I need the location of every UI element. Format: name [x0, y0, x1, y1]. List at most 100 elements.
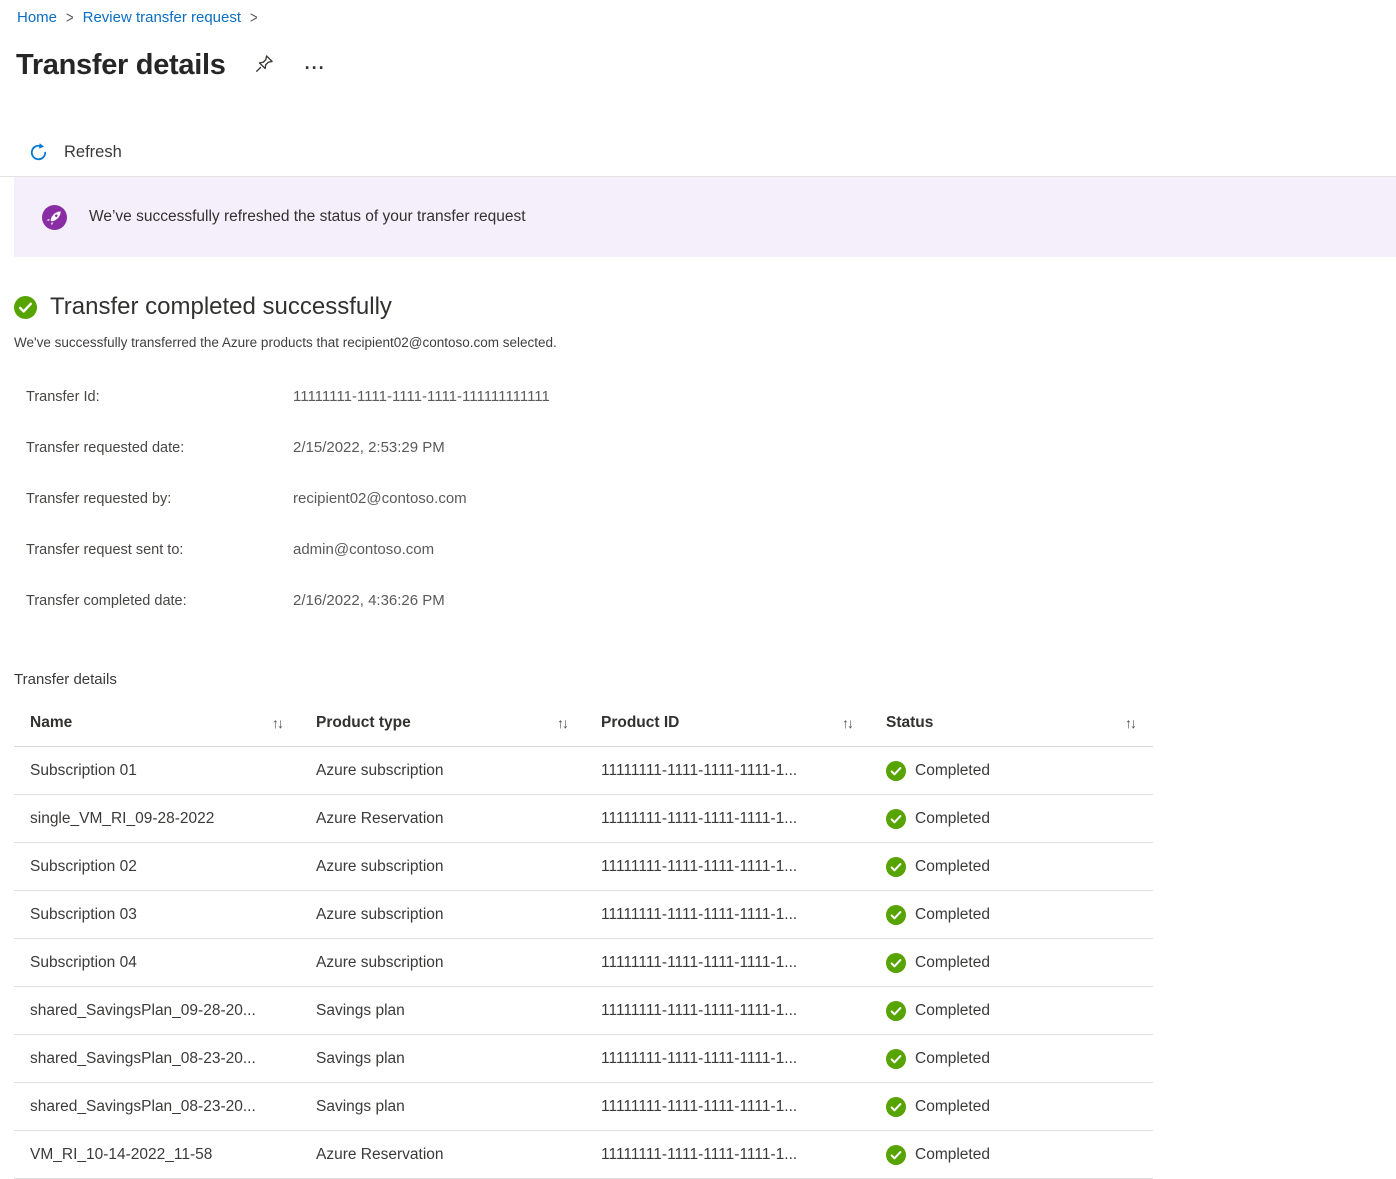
pin-button[interactable]	[252, 51, 277, 79]
cell-product-id: 11111111-1111-1111-1111-1...	[601, 1001, 798, 1019]
pin-icon	[254, 53, 275, 77]
column-label: Product type	[316, 713, 411, 731]
cell-product-id: 11111111-1111-1111-1111-1...	[601, 857, 798, 875]
toolbar-divider	[0, 176, 1396, 177]
status-completed-icon	[886, 904, 906, 925]
cell-status: Completed	[870, 795, 1153, 842]
column-label: Name	[30, 713, 73, 731]
refresh-icon	[28, 142, 49, 163]
notification-banner: We’ve successfully refreshed the status …	[14, 177, 1396, 257]
cell-product-id: 11111111-1111-1111-1111-1...	[601, 809, 798, 827]
status-completed-icon	[886, 808, 906, 829]
cell-name: Subscription 01	[30, 761, 137, 779]
status-title: Transfer completed successfully	[50, 293, 392, 320]
field-value: 2/16/2022, 4:36:26 PM	[293, 592, 445, 609]
cell-product-type: Azure Reservation	[316, 809, 444, 827]
column-header[interactable]: Name ↑↓	[14, 699, 300, 746]
breadcrumb-link[interactable]: Review transfer request	[82, 8, 242, 26]
field-row: Transfer completed date: 2/16/2022, 4:36…	[0, 575, 1396, 626]
column-label: Status	[886, 713, 934, 731]
status-label: Completed	[915, 1145, 990, 1163]
cell-status: Completed	[870, 1035, 1153, 1082]
cell-name: Subscription 02	[30, 857, 137, 875]
status-label: Completed	[915, 857, 990, 875]
cell-status: Completed	[870, 987, 1153, 1034]
field-label: Transfer completed date:	[26, 592, 187, 609]
table-row: Subscription 01 Azure subscription 11111…	[14, 747, 1153, 795]
table-row: shared_SavingsPlan_09-28-20... Savings p…	[14, 987, 1153, 1035]
cell-product-type: Savings plan	[316, 1001, 405, 1019]
status-label: Completed	[915, 1049, 990, 1067]
breadcrumb-link[interactable]: Home	[17, 8, 58, 26]
cell-product-id: 11111111-1111-1111-1111-1...	[601, 1097, 798, 1115]
status-completed-icon	[886, 1144, 906, 1165]
status-completed-icon	[886, 856, 906, 877]
field-value: admin@contoso.com	[293, 541, 435, 558]
cell-status: Completed	[870, 939, 1153, 986]
field-row: Transfer request sent to: admin@contoso.…	[0, 524, 1396, 575]
sort-icon: ↑↓	[557, 714, 569, 731]
cell-name: single_VM_RI_09-28-2022	[30, 809, 215, 827]
status-label: Completed	[915, 905, 990, 923]
more-options-button[interactable]: ···	[303, 55, 328, 78]
cell-status: Completed	[870, 747, 1153, 794]
breadcrumb-chevron-icon: >	[250, 7, 258, 27]
table-row: Subscription 02 Azure subscription 11111…	[14, 843, 1153, 891]
table-row: Subscription 04 Azure subscription 11111…	[14, 939, 1153, 987]
field-value: 2/15/2022, 2:53:29 PM	[293, 439, 445, 456]
status-label: Completed	[915, 1097, 990, 1115]
field-value: recipient02@contoso.com	[293, 490, 467, 507]
breadcrumb: Home > Review transfer request >	[0, 0, 1396, 28]
status-completed-icon	[886, 760, 906, 781]
success-icon	[14, 295, 37, 319]
status-completed-icon	[886, 1048, 906, 1069]
cell-product-id: 11111111-1111-1111-1111-1...	[601, 761, 798, 779]
refresh-label: Refresh	[64, 142, 122, 161]
transfer-fields: Transfer Id: 11111111-1111-1111-1111-111…	[0, 371, 1396, 626]
cell-product-id: 11111111-1111-1111-1111-1...	[601, 905, 798, 923]
status-label: Completed	[915, 1001, 990, 1019]
cell-product-type: Azure Reservation	[316, 1145, 444, 1163]
column-header[interactable]: Product ID ↑↓	[585, 699, 870, 746]
cell-name: shared_SavingsPlan_08-23-20...	[30, 1049, 256, 1067]
cell-name: VM_RI_10-14-2022_11-58	[30, 1145, 213, 1163]
status-label: Completed	[915, 953, 990, 971]
sort-icon: ↑↓	[1125, 714, 1137, 731]
title-row: Transfer details ···	[16, 44, 1396, 86]
column-header[interactable]: Product type ↑↓	[300, 699, 585, 746]
status-label: Completed	[915, 809, 990, 827]
status-completed-icon	[886, 1000, 906, 1021]
cell-product-type: Azure subscription	[316, 905, 444, 923]
breadcrumb-chevron-icon: >	[66, 7, 74, 27]
status-subtext: We've successfully transferred the Azure…	[14, 335, 557, 350]
sort-icon: ↑↓	[842, 714, 854, 731]
cell-status: Completed	[870, 1131, 1153, 1178]
cell-status: Completed	[870, 891, 1153, 938]
column-label: Product ID	[601, 713, 680, 731]
rocket-icon	[42, 204, 67, 230]
cell-product-id: 11111111-1111-1111-1111-1...	[601, 953, 798, 971]
sort-icon: ↑↓	[272, 714, 284, 731]
field-row: Transfer requested date: 2/15/2022, 2:53…	[0, 422, 1396, 473]
table-row: shared_SavingsPlan_08-23-20... Savings p…	[14, 1083, 1153, 1131]
cell-product-type: Savings plan	[316, 1097, 405, 1115]
cell-product-type: Savings plan	[316, 1049, 405, 1067]
status-completed-icon	[886, 1096, 906, 1117]
page-title: Transfer details	[16, 48, 226, 81]
more-icon: ···	[304, 58, 326, 78]
command-bar: Refresh	[28, 134, 1396, 170]
table-row: VM_RI_10-14-2022_11-58 Azure Reservation…	[14, 1131, 1153, 1179]
field-value: 11111111-1111-1111-1111-111111111111	[293, 388, 550, 405]
column-header[interactable]: Status ↑↓	[870, 699, 1153, 746]
cell-name: shared_SavingsPlan_08-23-20...	[30, 1097, 256, 1115]
banner-message: We’ve successfully refreshed the status …	[89, 208, 526, 225]
field-label: Transfer requested date:	[26, 439, 185, 456]
field-label: Transfer request sent to:	[26, 541, 184, 558]
field-row: Transfer Id: 11111111-1111-1111-1111-111…	[0, 371, 1396, 422]
status-heading: Transfer completed successfully	[14, 293, 1396, 321]
cell-product-id: 11111111-1111-1111-1111-1...	[601, 1145, 798, 1163]
table-header: Name ↑↓ Product type ↑↓ Product ID ↑↓ St…	[14, 699, 1153, 747]
refresh-button[interactable]: Refresh	[28, 142, 122, 163]
field-row: Transfer requested by: recipient02@conto…	[0, 473, 1396, 524]
